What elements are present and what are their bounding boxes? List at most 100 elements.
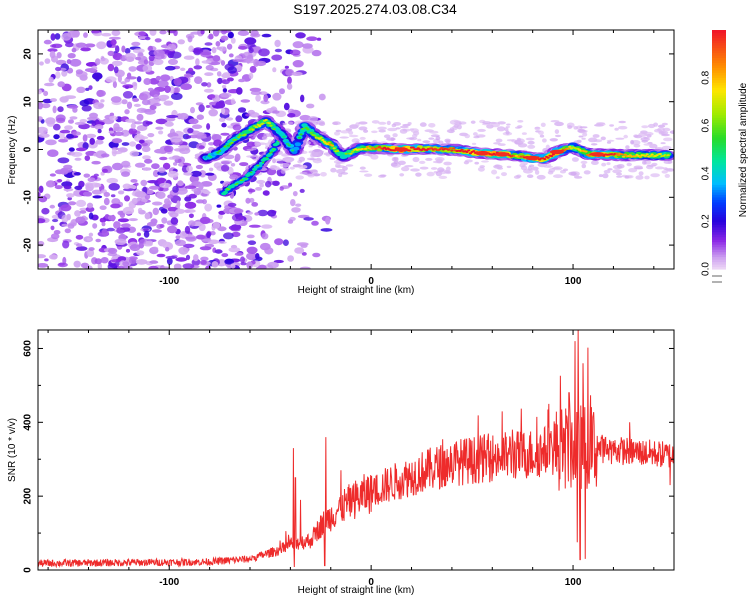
colorbar-segment bbox=[712, 191, 726, 195]
snr-ytick-label: 0 bbox=[23, 567, 34, 573]
spectrogram-noise-blob bbox=[160, 74, 171, 82]
spectrogram-halo-blob bbox=[386, 120, 391, 126]
spectrogram-peak bbox=[394, 147, 409, 152]
spectrogram-noise-blob bbox=[246, 141, 256, 148]
spectrogram-noise-blob bbox=[114, 131, 124, 136]
spectrogram-noise-blob bbox=[57, 157, 70, 164]
spectrogram-halo-blob bbox=[504, 127, 509, 132]
spectrogram-noise-blob bbox=[164, 198, 171, 205]
spectrogram-halo-blob bbox=[438, 140, 444, 145]
spectrogram-ridge-cell bbox=[258, 125, 262, 127]
spectrogram-noise-blob bbox=[311, 49, 322, 57]
colorbar-segment bbox=[712, 30, 726, 34]
colorbar-segment bbox=[712, 112, 726, 116]
colorbar-segment bbox=[712, 176, 726, 180]
spectrogram-noise-blob bbox=[50, 225, 55, 231]
spectrogram-ridge-cell bbox=[621, 155, 626, 158]
spectrogram-noise-blob bbox=[261, 233, 269, 240]
spectrogram-halo-blob bbox=[527, 144, 536, 149]
colorbar-label: Normalized spectral amplitude bbox=[738, 82, 749, 217]
spectrogram-halo-blob bbox=[545, 144, 550, 150]
spectrogram-halo-blob bbox=[583, 170, 591, 175]
colorbar-segment bbox=[712, 99, 726, 103]
colorbar-segment bbox=[712, 159, 726, 163]
spectrogram-noise-blob bbox=[55, 114, 66, 122]
spectrogram-noise-blob bbox=[155, 118, 168, 125]
spectrogram-noise-blob bbox=[272, 110, 280, 114]
spectrogram-halo-blob bbox=[666, 168, 674, 172]
spectrogram-halo-blob bbox=[663, 137, 673, 142]
spectrogram-noise-blob bbox=[249, 65, 257, 73]
spectrogram-noise-blob bbox=[274, 39, 281, 48]
spectrogram-noise-blob bbox=[73, 172, 81, 176]
spectrogram-noise-blob bbox=[258, 48, 270, 57]
colorbar-segment bbox=[712, 122, 726, 126]
spectrogram-noise-blob bbox=[107, 215, 116, 221]
colorbar: 0.0 0.2 0.4 0.6 0.8 Normalized spectral ampl… bbox=[701, 30, 749, 283]
spectrogram-halo-blob bbox=[527, 140, 535, 145]
spectrogram-noise-blob bbox=[261, 33, 272, 38]
spectrogram-noise-blob bbox=[121, 45, 126, 53]
spectrogram-noise-blob bbox=[228, 53, 234, 58]
spectrogram-halo-blob bbox=[600, 136, 606, 141]
spectrogram-noise-blob bbox=[248, 224, 261, 228]
spectrogram-ridge-cell bbox=[223, 145, 227, 148]
spectrogram-noise-blob bbox=[110, 39, 117, 46]
spectrogram-noise-blob bbox=[198, 183, 204, 191]
spectrogram-noise-blob bbox=[164, 121, 174, 127]
spectrogram-ridge-cell bbox=[332, 147, 336, 150]
spectrogram-noise-blob bbox=[133, 103, 141, 107]
spectrogram-ridge-cell bbox=[269, 124, 273, 127]
spectrogram-noise-blob bbox=[140, 179, 148, 187]
spectrogram-noise-blob bbox=[151, 229, 162, 233]
spectrogram-ridge-cell bbox=[209, 156, 213, 158]
colorbar-segment bbox=[712, 149, 726, 153]
spectrogram-noise-blob bbox=[38, 218, 46, 224]
spectrogram-ridge-cell bbox=[285, 142, 290, 145]
spectrogram-halo-blob bbox=[660, 142, 666, 145]
colorbar-segment bbox=[712, 266, 726, 270]
spectrogram-noise-blob bbox=[74, 157, 82, 161]
spectrogram-noise-blob bbox=[287, 113, 296, 118]
spectrogram-halo-blob bbox=[429, 130, 439, 134]
colorbar-segment bbox=[712, 171, 726, 175]
spectrogram-halo-blob bbox=[383, 134, 391, 139]
spectrogram-noise-blob bbox=[95, 238, 101, 243]
spectrogram-ridge-cell bbox=[411, 146, 415, 149]
spectrogram-ridge-cell bbox=[550, 155, 554, 157]
spectrogram-noise-blob bbox=[158, 167, 166, 173]
spectrogram-halo-blob bbox=[628, 168, 638, 173]
spectrogram-noise-blob bbox=[212, 30, 220, 37]
spectrogram-noise-blob bbox=[97, 128, 102, 134]
spectrogram-noise-blob bbox=[178, 246, 189, 255]
spectrogram-noise-blob bbox=[139, 93, 144, 97]
spectrogram-noise-blob bbox=[294, 247, 305, 254]
spectrogram-noise-blob bbox=[227, 202, 237, 207]
spectrogram-noise-blob bbox=[161, 217, 168, 224]
spectrogram-noise-blob bbox=[131, 197, 138, 205]
spectrogram-noise-blob bbox=[111, 148, 117, 157]
spectrogram-noise-blob bbox=[124, 195, 130, 202]
spectrogram-noise-blob bbox=[81, 105, 92, 112]
spectrogram-noise-blob bbox=[86, 237, 92, 241]
spectrogram-ridge-cell bbox=[321, 139, 325, 141]
spectrogram-halo-blob bbox=[640, 137, 650, 142]
spectrogram-noise-blob bbox=[246, 246, 258, 254]
snr-frame bbox=[37, 329, 675, 571]
spectrogram-noise-blob bbox=[96, 41, 107, 50]
spectrogram-noise-blob bbox=[145, 240, 154, 245]
snr-ytick-label: 400 bbox=[23, 414, 34, 431]
spectrogram-noise-blob bbox=[71, 47, 77, 53]
spectrogram-noise-blob bbox=[316, 37, 322, 41]
spectrogram-noise-blob bbox=[38, 195, 48, 203]
spectrogram-ridge-cell bbox=[349, 152, 353, 155]
spectrogram-noise-blob bbox=[191, 188, 198, 192]
spectrogram-halo-blob bbox=[555, 134, 561, 138]
spectrogram-halo-blob bbox=[658, 131, 666, 134]
spectrogram-noise-blob bbox=[217, 226, 227, 232]
colorbar-segment bbox=[712, 102, 726, 106]
spectrogram-noise-blob bbox=[190, 31, 203, 35]
spectrogram-noise-blob bbox=[247, 240, 257, 245]
spectrogram-noise-blob bbox=[122, 91, 134, 99]
spectrogram-noise-blob bbox=[57, 262, 68, 268]
